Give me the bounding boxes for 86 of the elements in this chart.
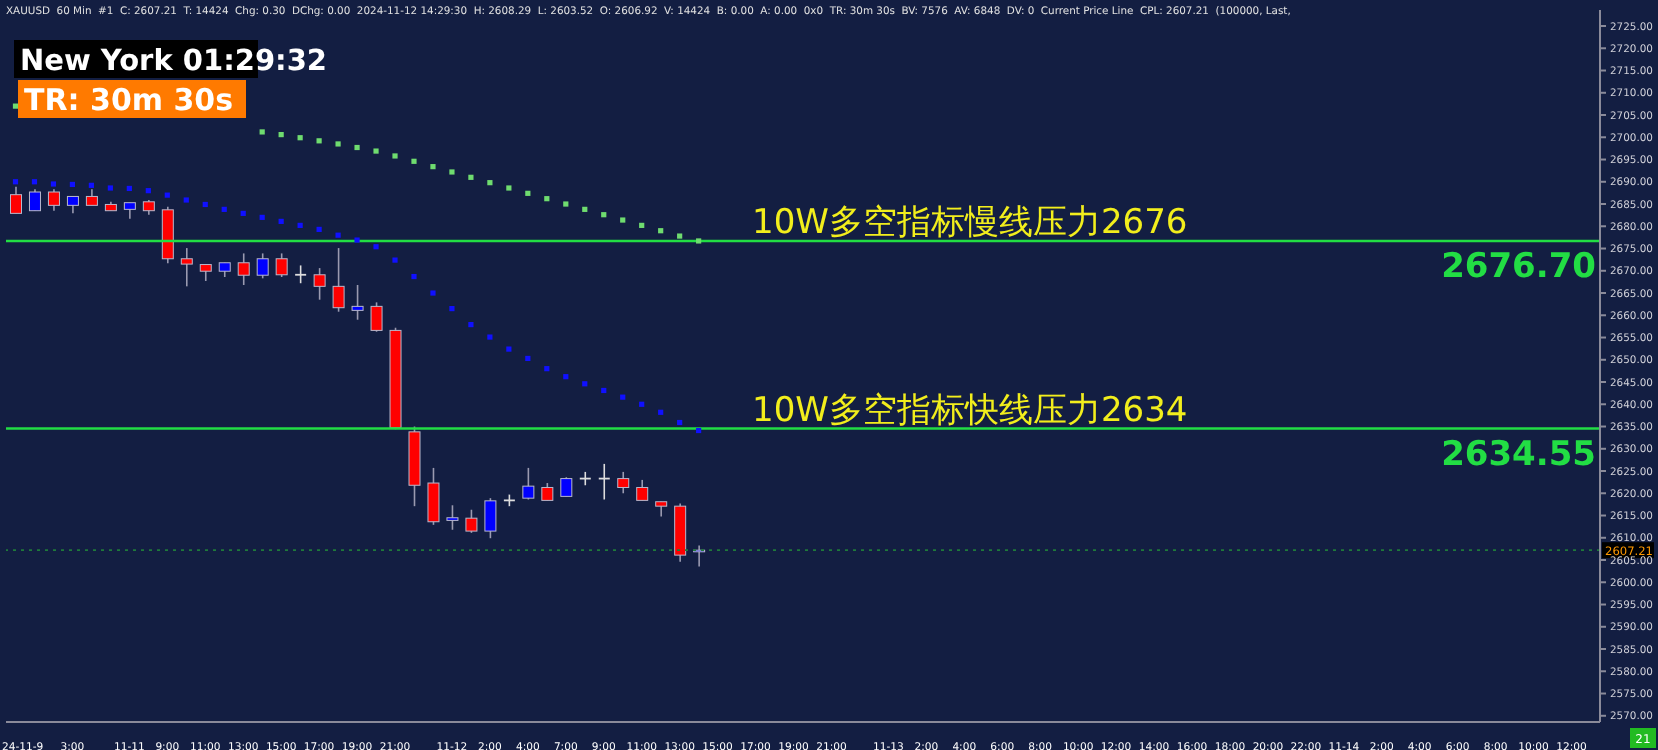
point xyxy=(12,103,19,109)
point xyxy=(487,334,493,340)
point xyxy=(430,164,436,170)
candlestick xyxy=(47,188,60,212)
candlestick xyxy=(275,252,288,278)
point xyxy=(278,132,284,138)
point xyxy=(506,346,512,352)
point xyxy=(316,226,322,232)
candlestick xyxy=(28,188,41,212)
point xyxy=(544,366,550,372)
point xyxy=(126,185,132,192)
point xyxy=(164,192,170,198)
ref-line-label: 2634.55 xyxy=(1441,434,1596,475)
candlestick xyxy=(332,247,345,313)
candlestick xyxy=(465,508,478,534)
point xyxy=(696,238,702,244)
candlestick xyxy=(427,467,440,526)
point xyxy=(677,419,683,426)
point xyxy=(411,273,417,280)
candlestick xyxy=(10,185,22,215)
candlestick xyxy=(446,504,459,531)
annotation: 10W多空指标慢线压力2676 xyxy=(752,202,1188,243)
point xyxy=(335,232,341,238)
point xyxy=(297,222,303,228)
point xyxy=(582,206,588,212)
point xyxy=(658,409,664,415)
point xyxy=(278,218,284,224)
candlestick xyxy=(484,497,497,540)
candlestick xyxy=(370,301,383,333)
point xyxy=(392,257,398,263)
point xyxy=(563,374,569,380)
point xyxy=(107,185,113,191)
point xyxy=(620,217,626,223)
point xyxy=(696,427,702,434)
point xyxy=(658,228,664,234)
ref-line-label: 2676.70 xyxy=(1441,246,1597,287)
candlestick xyxy=(256,252,269,280)
candlestick xyxy=(237,252,250,286)
candlestick xyxy=(617,471,630,495)
point xyxy=(259,129,265,135)
point xyxy=(392,153,398,159)
point xyxy=(12,179,19,185)
point xyxy=(183,197,189,203)
point xyxy=(373,148,379,154)
candlestick xyxy=(180,247,193,288)
point xyxy=(88,182,94,188)
point xyxy=(449,305,455,312)
point xyxy=(31,179,38,185)
point xyxy=(240,210,246,216)
point xyxy=(582,381,588,387)
point xyxy=(354,144,360,151)
point xyxy=(601,212,607,218)
point xyxy=(449,169,455,175)
point xyxy=(487,180,493,186)
point xyxy=(639,222,645,228)
point xyxy=(601,387,607,394)
annotation: 10W多空指标快线压力2634 xyxy=(752,390,1188,431)
point xyxy=(297,135,303,141)
point xyxy=(335,141,341,147)
point xyxy=(69,181,76,188)
point xyxy=(639,401,645,407)
point xyxy=(620,394,626,400)
point xyxy=(411,158,417,164)
point xyxy=(316,138,322,144)
point xyxy=(468,322,474,328)
point xyxy=(202,201,208,208)
point xyxy=(506,185,512,191)
point xyxy=(373,244,379,250)
candlestick xyxy=(560,476,573,498)
candlestick xyxy=(522,467,535,501)
candlestick xyxy=(351,284,364,321)
point xyxy=(468,174,474,180)
point xyxy=(677,233,683,239)
annotation: New York 01:29:32 xyxy=(20,46,328,78)
point xyxy=(50,181,57,187)
point xyxy=(145,188,151,194)
candlestick xyxy=(636,479,649,502)
point xyxy=(354,237,360,243)
point xyxy=(544,196,550,202)
point xyxy=(563,201,569,207)
point xyxy=(221,206,227,212)
point xyxy=(525,355,531,362)
point xyxy=(525,190,531,196)
candlestick xyxy=(313,267,326,301)
point xyxy=(259,214,265,220)
point xyxy=(430,290,436,296)
